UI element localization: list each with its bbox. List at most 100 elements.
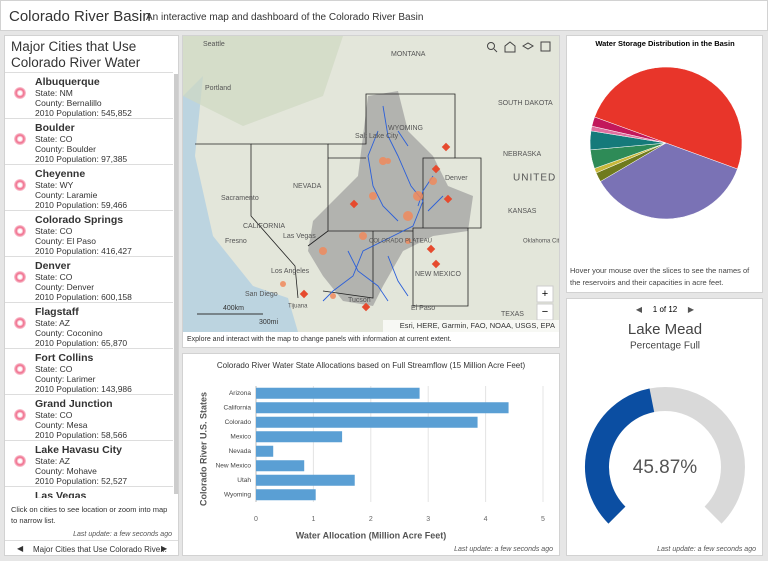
gauge-panel: ◀ 1 of 12 ▶ Lake Mead Percentage Full 45… xyxy=(566,298,763,556)
bar xyxy=(256,489,316,501)
city-state: State: AZ xyxy=(35,318,70,328)
y-tick-label: Utah xyxy=(237,477,251,484)
map-label: KANSAS xyxy=(508,208,537,215)
city-name: Denver xyxy=(35,260,71,272)
city-county: County: El Paso xyxy=(35,236,96,246)
city-icon xyxy=(14,271,26,283)
map-label: NEBRASKA xyxy=(503,151,541,158)
scale-mi: 300mi xyxy=(259,319,279,326)
map-label: TEXAS xyxy=(501,311,524,318)
city-name: Las Vegas xyxy=(35,490,87,498)
prev-button[interactable]: ◀ xyxy=(636,305,643,314)
map-label: UNITED STATES xyxy=(513,173,559,184)
map-label: Seattle xyxy=(203,41,225,48)
map-panel: + − Seattle MONTANA Portland WYOMING SOUTH D… xyxy=(182,35,560,348)
city-population: 2010 Population: 545,852 xyxy=(35,108,132,118)
city-item[interactable]: Denver State: CO County: Denver 2010 Popula… xyxy=(5,257,173,303)
basin xyxy=(308,91,473,306)
y-tick-label: Mexico xyxy=(230,433,251,440)
header-subtitle: An interactive map and dashboard of the … xyxy=(146,12,424,23)
gauge-subtitle: Percentage Full xyxy=(630,341,700,352)
attribution: Esri, HERE, Garmin, FAO, NOAA, USGS, EPA xyxy=(400,321,555,330)
map-label: Denver xyxy=(445,175,468,182)
city-item[interactable]: Albuquerque State: NM County: Bernalillo 20… xyxy=(5,73,173,119)
x-tick-label: 3 xyxy=(426,516,430,523)
city-state: State: WY xyxy=(35,180,74,190)
city-icon xyxy=(14,317,26,329)
city-item[interactable]: Flagstaff State: AZ County: Coconino 2010 P… xyxy=(5,303,173,349)
city-item[interactable]: Boulder State: CO County: Boulder 2010 Popu… xyxy=(5,119,173,165)
city-county: County: Mohave xyxy=(35,466,97,476)
x-axis-label: Water Allocation (Million Acre Feet) xyxy=(296,530,447,540)
next-button[interactable]: ▶ xyxy=(688,305,695,314)
city-panel: Major Cities that Use Colorado River Wat… xyxy=(4,35,179,556)
x-tick-label: 0 xyxy=(254,516,258,523)
x-tick-label: 2 xyxy=(369,516,373,523)
map-label: Portland xyxy=(205,85,231,92)
gauge-chart: ◀ 1 of 12 ▶ Lake Mead Percentage Full 45… xyxy=(585,305,745,524)
y-axis-label: Colorado River U.S. States xyxy=(198,392,208,506)
map-label: COLORADO PLATEAU xyxy=(369,239,432,245)
pie-slice[interactable] xyxy=(594,66,743,170)
city-item[interactable]: Fort Collins State: CO County: Larimer 2010… xyxy=(5,349,173,395)
city-icon xyxy=(14,409,26,421)
state-borders xyxy=(195,93,482,307)
pie-slice[interactable] xyxy=(600,142,738,220)
gauge-title: Lake Mead xyxy=(628,321,702,338)
map[interactable]: + − Seattle MONTANA Portland WYOMING SOUTH D… xyxy=(183,36,559,332)
city-icon xyxy=(14,455,26,467)
city-name: Colorado Springs xyxy=(35,214,124,226)
gauge-value: 45.87% xyxy=(633,457,698,478)
bar xyxy=(256,416,478,428)
city-item[interactable]: Grand Junction State: CO County: Mesa 2010 … xyxy=(5,395,173,441)
attribution-bg xyxy=(383,320,559,332)
zoom-out[interactable]: − xyxy=(542,306,548,318)
city-name: Flagstaff xyxy=(35,306,79,318)
map-label: NEW MEXICO xyxy=(415,271,461,278)
city-county: County: Larimer xyxy=(35,374,96,384)
city-population: 2010 Population: 58,566 xyxy=(35,430,128,440)
city-population: 2010 Population: 416,427 xyxy=(35,246,132,256)
city-item[interactable]: Las Vegas xyxy=(5,487,173,498)
map-caption: Explore and interact with the map to cha… xyxy=(187,336,452,343)
city-state: State: CO xyxy=(35,272,73,282)
map-label: NEVADA xyxy=(293,183,322,190)
city-state: State: CO xyxy=(35,410,73,420)
bar xyxy=(256,402,509,414)
zoom-controls[interactable] xyxy=(536,285,554,321)
city-name: Fort Collins xyxy=(35,352,94,364)
next-button[interactable]: ▶ xyxy=(161,544,168,553)
city-population: 2010 Population: 143,986 xyxy=(35,384,132,394)
city-item[interactable]: Cheyenne State: WY County: Laramie 2010 Pop… xyxy=(5,165,173,211)
zoom-in[interactable]: + xyxy=(542,288,548,300)
city-state: State: NM xyxy=(35,88,73,98)
map-label: Tucson xyxy=(348,297,371,304)
city-name: Cheyenne xyxy=(35,168,86,180)
map-toolbar[interactable] xyxy=(487,41,551,53)
y-tick-label: Arizona xyxy=(229,390,251,397)
city-item[interactable]: Colorado Springs State: CO County: El Paso… xyxy=(5,211,173,257)
city-population: 2010 Population: 52,527 xyxy=(35,476,128,486)
city-state: State: CO xyxy=(35,364,73,374)
city-population: 2010 Population: 59,466 xyxy=(35,200,128,210)
city-item[interactable]: Lake Havasu City State: AZ County: Mohave 2… xyxy=(5,441,173,487)
city-markers xyxy=(280,157,437,299)
bar xyxy=(256,431,343,443)
pie-slice[interactable] xyxy=(591,116,667,144)
scrollbar xyxy=(174,74,178,494)
map-label: MONTANA xyxy=(391,51,426,58)
map-label: SOUTH DAKOTA xyxy=(498,100,553,107)
city-icon xyxy=(14,363,26,375)
city-county: County: Denver xyxy=(35,282,95,292)
y-tick-label: Nevada xyxy=(229,448,252,455)
chart-title: Water Storage Distribution in the Basin xyxy=(595,39,735,48)
city-name: Grand Junction xyxy=(35,398,113,410)
city-state: State: AZ xyxy=(35,456,70,466)
bar xyxy=(256,445,274,457)
list-tab[interactable]: ◀ Major Cities that Use Colorado Rive...… xyxy=(5,540,178,555)
pie-panel: Water Storage Distribution in the Basin … xyxy=(566,35,763,293)
city-icon xyxy=(14,179,26,191)
map-label: Los Angeles xyxy=(271,268,310,275)
y-tick-label: New Mexico xyxy=(216,462,252,469)
prev-button[interactable]: ◀ xyxy=(17,544,24,553)
